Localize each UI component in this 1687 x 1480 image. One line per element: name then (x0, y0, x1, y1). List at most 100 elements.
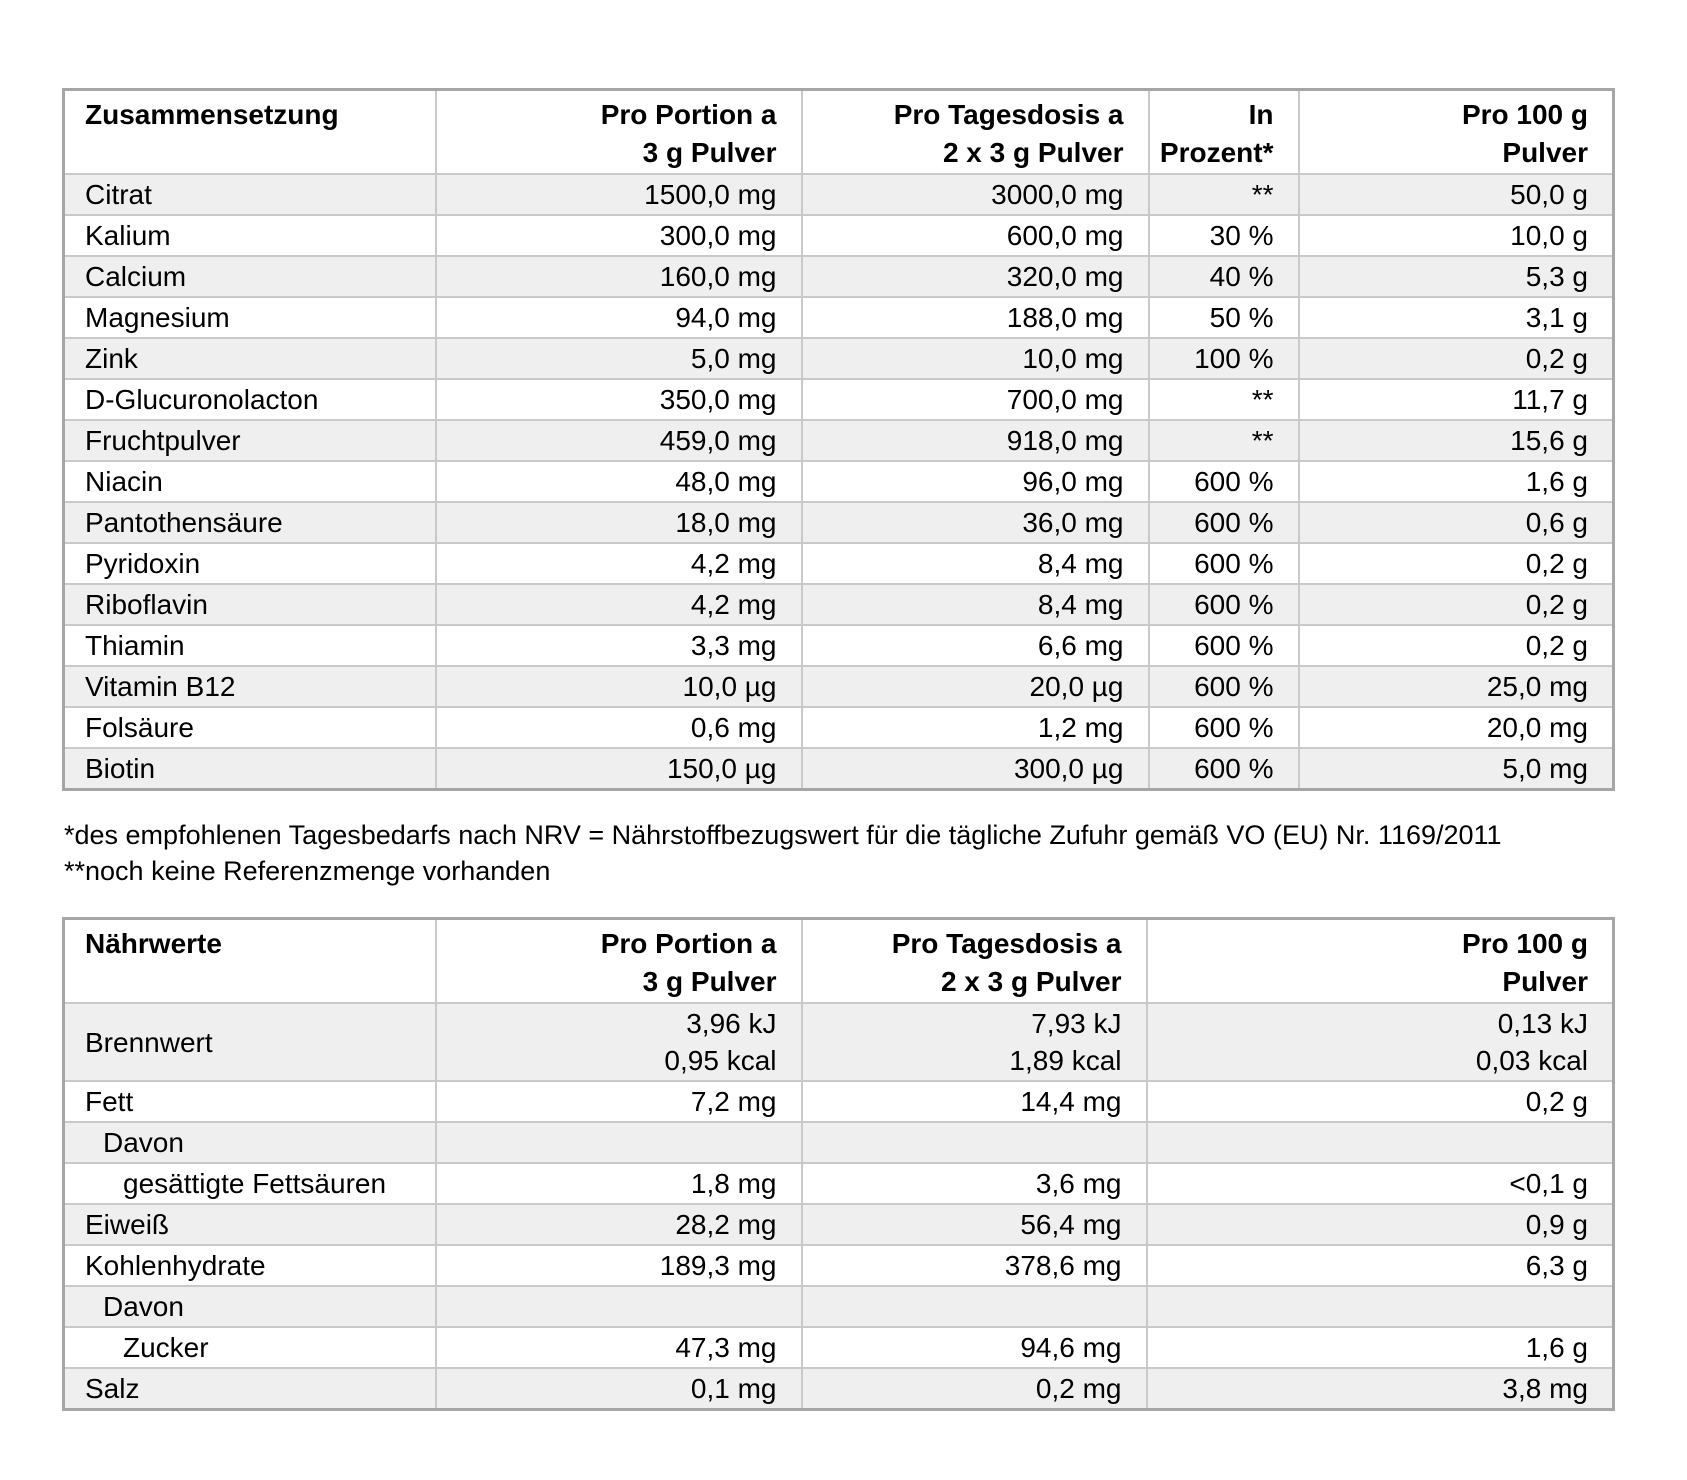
percent-value: 100 % (1147, 337, 1300, 380)
per-portion-value: 0,6 mg (434, 706, 803, 749)
percent-value: 600 % (1147, 460, 1300, 503)
per-day-value: 7,93 kJ 1,89 kcal (800, 1002, 1148, 1082)
per-day-value: 36,0 mg (800, 501, 1150, 544)
per-100g-value: 5,0 mg (1297, 747, 1615, 791)
nutrient-name: D-Glucuronolacton (62, 378, 437, 421)
per-100g-value (1145, 1121, 1615, 1164)
table-row: Pantothensäure 18,0 mg 36,0 mg 600 % 0,6… (62, 501, 1615, 544)
per-100g-value: 5,3 g (1297, 255, 1615, 298)
percent-value: ** (1147, 173, 1300, 216)
nutrient-name: Kohlenhydrate (62, 1244, 437, 1287)
per-portion-value (434, 1121, 803, 1164)
per-100g-value: 0,2 g (1145, 1080, 1615, 1123)
table-row: Riboflavin 4,2 mg 8,4 mg 600 % 0,2 g (62, 583, 1615, 626)
per-100g-value: 0,6 g (1297, 501, 1615, 544)
nutrient-name: Salz (62, 1367, 437, 1411)
table-row: Niacin 48,0 mg 96,0 mg 600 % 1,6 g (62, 460, 1615, 503)
header-pro-tagesdosis: Pro Tagesdosis a 2 x 3 g Pulver (800, 88, 1150, 175)
per-100g-value: 3,8 mg (1145, 1367, 1615, 1411)
per-portion-value: 4,2 mg (434, 583, 803, 626)
per-portion-value (434, 1285, 803, 1328)
per-portion-value: 5,0 mg (434, 337, 803, 380)
nutrient-name: Brennwert (62, 1002, 437, 1082)
footnote-nrv: *des empfohlenen Tagesbedarfs nach NRV =… (64, 820, 1502, 850)
per-day-value: 94,6 mg (800, 1326, 1148, 1369)
percent-value: 50 % (1147, 296, 1300, 339)
per-day-value: 0,2 mg (800, 1367, 1148, 1411)
per-day-value: 3,6 mg (800, 1162, 1148, 1205)
per-portion-value: 160,0 mg (434, 255, 803, 298)
per-portion-value: 300,0 mg (434, 214, 803, 257)
percent-value: 30 % (1147, 214, 1300, 257)
per-day-value: 8,4 mg (800, 583, 1150, 626)
per-portion-value: 47,3 mg (434, 1326, 803, 1369)
per-day-value: 56,4 mg (800, 1203, 1148, 1246)
per-100g-value: 1,6 g (1297, 460, 1615, 503)
header-pro-portion: Pro Portion a 3 g Pulver (434, 917, 803, 1004)
percent-value: ** (1147, 419, 1300, 462)
table-row: D-Glucuronolacton 350,0 mg 700,0 mg ** 1… (62, 378, 1615, 421)
percent-value: 600 % (1147, 542, 1300, 585)
nutrient-name: Niacin (62, 460, 437, 503)
nutrition-values-table: Nährwerte Pro Portion a 3 g Pulver Pro T… (62, 917, 1615, 1411)
per-portion-value: 350,0 mg (434, 378, 803, 421)
table-row: Vitamin B12 10,0 µg 20,0 µg 600 % 25,0 m… (62, 665, 1615, 708)
per-day-value: 320,0 mg (800, 255, 1150, 298)
per-day-value: 6,6 mg (800, 624, 1150, 667)
per-100g-value: 20,0 mg (1297, 706, 1615, 749)
nutrient-name: Riboflavin (62, 583, 437, 626)
percent-value: 40 % (1147, 255, 1300, 298)
per-100g-value: 0,2 g (1297, 583, 1615, 626)
nutrient-name: Vitamin B12 (62, 665, 437, 708)
per-portion-value: 3,3 mg (434, 624, 803, 667)
percent-value: 600 % (1147, 583, 1300, 626)
header-in-prozent: In Prozent* (1147, 88, 1300, 175)
per-100g-value: 1,6 g (1145, 1326, 1615, 1369)
per-portion-value: 18,0 mg (434, 501, 803, 544)
per-portion-value: 94,0 mg (434, 296, 803, 339)
nutrient-name: Davon (62, 1285, 437, 1328)
nutrient-name: Folsäure (62, 706, 437, 749)
per-100g-value: 3,1 g (1297, 296, 1615, 339)
per-day-value: 14,4 mg (800, 1080, 1148, 1123)
per-100g-value: <0,1 g (1145, 1162, 1615, 1205)
per-day-value: 10,0 mg (800, 337, 1150, 380)
nutrient-name: Kalium (62, 214, 437, 257)
nutrient-name: gesättigte Fettsäuren (62, 1162, 437, 1205)
per-portion-value: 28,2 mg (434, 1203, 803, 1246)
table-row: Eiweiß 28,2 mg 56,4 mg 0,9 g (62, 1203, 1615, 1246)
percent-value: ** (1147, 378, 1300, 421)
percent-value: 600 % (1147, 665, 1300, 708)
per-day-value: 1,2 mg (800, 706, 1150, 749)
per-day-value: 20,0 µg (800, 665, 1150, 708)
per-100g-value: 0,9 g (1145, 1203, 1615, 1246)
per-100g-value: 11,7 g (1297, 378, 1615, 421)
nutrient-name: Zink (62, 337, 437, 380)
table-row: Davon (62, 1121, 1615, 1164)
nutrient-name: Calcium (62, 255, 437, 298)
nutrient-name: Fett (62, 1080, 437, 1123)
percent-value: 600 % (1147, 501, 1300, 544)
per-100g-value: 0,2 g (1297, 542, 1615, 585)
table-row: Zink 5,0 mg 10,0 mg 100 % 0,2 g (62, 337, 1615, 380)
nutrient-name: Fruchtpulver (62, 419, 437, 462)
table-row: Calcium 160,0 mg 320,0 mg 40 % 5,3 g (62, 255, 1615, 298)
table-row: Pyridoxin 4,2 mg 8,4 mg 600 % 0,2 g (62, 542, 1615, 585)
footnote-no-reference: **noch keine Referenzmenge vorhanden (64, 856, 551, 886)
per-portion-value: 48,0 mg (434, 460, 803, 503)
nutrient-name: Biotin (62, 747, 437, 791)
table-row: Fett 7,2 mg 14,4 mg 0,2 g (62, 1080, 1615, 1123)
per-100g-value: 15,6 g (1297, 419, 1615, 462)
per-portion-value: 3,96 kJ 0,95 kcal (434, 1002, 803, 1082)
composition-table: Zusammensetzung Pro Portion a 3 g Pulver… (62, 88, 1615, 791)
percent-value: 600 % (1147, 706, 1300, 749)
table-row: Citrat 1500,0 mg 3000,0 mg ** 50,0 g (62, 173, 1615, 216)
table-row: Zucker 47,3 mg 94,6 mg 1,6 g (62, 1326, 1615, 1369)
header-pro-100g: Pro 100 g Pulver (1145, 917, 1615, 1004)
per-day-value: 8,4 mg (800, 542, 1150, 585)
per-day-value: 188,0 mg (800, 296, 1150, 339)
nutrient-name: Pantothensäure (62, 501, 437, 544)
per-100g-value: 25,0 mg (1297, 665, 1615, 708)
percent-value: 600 % (1147, 624, 1300, 667)
nutrient-name: Eiweiß (62, 1203, 437, 1246)
